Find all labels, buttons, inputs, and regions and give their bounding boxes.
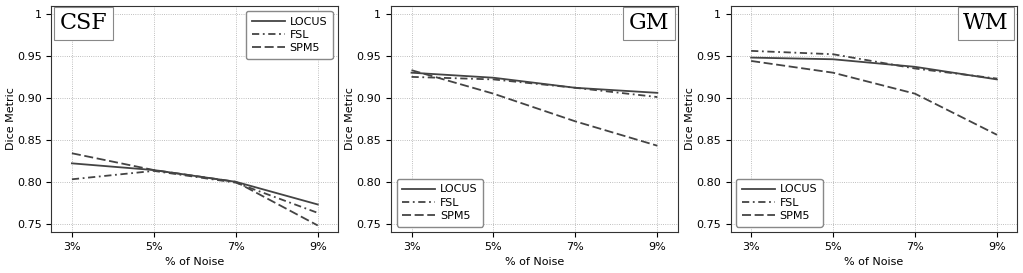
Legend: LOCUS, FSL, SPM5: LOCUS, FSL, SPM5 [247, 11, 332, 59]
Y-axis label: Dice Metric: Dice Metric [5, 87, 15, 150]
Text: CSF: CSF [60, 12, 107, 34]
Text: GM: GM [629, 12, 669, 34]
Legend: LOCUS, FSL, SPM5: LOCUS, FSL, SPM5 [737, 179, 822, 227]
X-axis label: % of Noise: % of Noise [165, 257, 224, 268]
Legend: LOCUS, FSL, SPM5: LOCUS, FSL, SPM5 [397, 179, 483, 227]
Y-axis label: Dice Metric: Dice Metric [684, 87, 695, 150]
Text: WM: WM [964, 12, 1009, 34]
Y-axis label: Dice Metric: Dice Metric [345, 87, 355, 150]
X-axis label: % of Noise: % of Noise [844, 257, 903, 268]
X-axis label: % of Noise: % of Noise [504, 257, 564, 268]
